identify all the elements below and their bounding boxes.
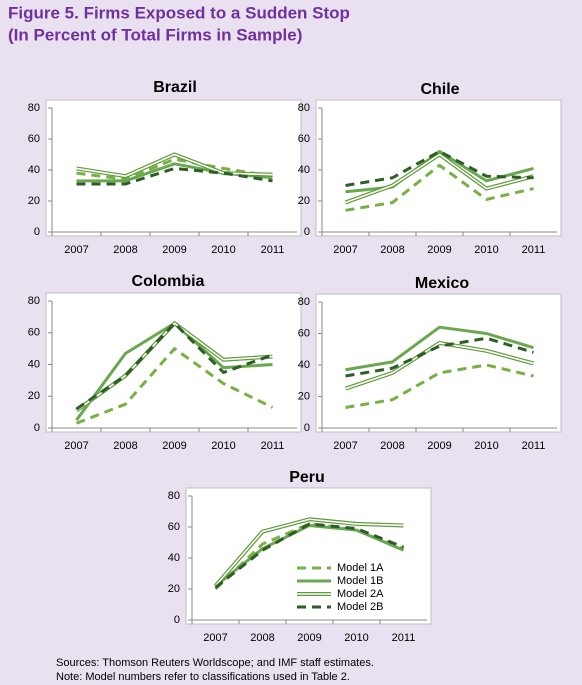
y-tick-label: 80 [28, 295, 40, 307]
y-tick-label: 80 [28, 102, 40, 114]
y-tick-label: 60 [28, 133, 40, 145]
y-tick-label: 20 [28, 390, 40, 402]
y-tick-label: 40 [298, 359, 310, 371]
x-tick-label: 2007 [64, 440, 88, 452]
series-line [75, 347, 274, 425]
y-tick-label: 60 [298, 327, 310, 339]
series-line [76, 166, 273, 186]
y-tick-label: 0 [304, 226, 310, 238]
x-tick-label: 2011 [522, 244, 546, 256]
x-tick-label: 2008 [250, 632, 274, 644]
figure-subtitle: (In Percent of Total Firms in Sample) [8, 25, 302, 44]
x-tick-label: 2010 [211, 244, 235, 256]
x-tick-label: 2011 [392, 632, 416, 644]
plot-area [45, 292, 302, 433]
x-tick-label: 2010 [474, 244, 498, 256]
x-tick-label: 2010 [344, 632, 368, 644]
series-line [76, 157, 273, 181]
x-tick-label: 2008 [113, 440, 137, 452]
series-line [345, 325, 534, 372]
y-tick-label: 0 [34, 422, 40, 434]
x-tick-label: 2009 [162, 440, 186, 452]
y-tick-label: 80 [298, 296, 310, 308]
series-line [345, 336, 534, 378]
y-tick-label: 80 [168, 490, 180, 502]
x-tick-label: 2011 [522, 440, 546, 452]
x-tick-label: 2007 [203, 632, 227, 644]
x-tick-label: 2007 [333, 440, 357, 452]
legend-label: Model 2B [337, 601, 383, 613]
y-tick-label: 20 [28, 195, 40, 207]
series-line [75, 321, 274, 411]
chart-title: Brazil [153, 79, 197, 96]
y-tick-label: 40 [28, 358, 40, 370]
legend-label: Model 2A [337, 588, 384, 600]
y-tick-label: 20 [298, 195, 310, 207]
x-tick-label: 2007 [333, 244, 357, 256]
chart-title: Mexico [415, 275, 469, 292]
series-line-inner [76, 322, 273, 412]
plot-area [45, 99, 302, 237]
legend-label: Model 1B [337, 575, 383, 587]
y-tick-label: 0 [174, 614, 180, 626]
chart-title: Chile [420, 81, 459, 98]
y-tick-label: 20 [298, 390, 310, 402]
series-line-inner [76, 153, 273, 177]
x-tick-label: 2008 [380, 440, 404, 452]
plot-area [185, 487, 432, 625]
plot-area [315, 293, 562, 433]
x-tick-label: 2010 [211, 440, 235, 452]
x-tick-label: 2009 [297, 632, 321, 644]
y-tick-label: 60 [168, 521, 180, 533]
x-tick-label: 2008 [113, 244, 137, 256]
figure-title: Figure 5. Firms Exposed to a Sudden Stop [8, 3, 350, 22]
y-tick-label: 40 [168, 552, 180, 564]
x-tick-label: 2009 [427, 440, 451, 452]
y-tick-label: 80 [298, 102, 310, 114]
x-tick-label: 2011 [261, 440, 285, 452]
table-note: Note: Model numbers refer to classificat… [56, 671, 350, 683]
y-tick-label: 0 [34, 226, 40, 238]
series-line [345, 163, 534, 212]
x-tick-label: 2010 [474, 440, 498, 452]
x-tick-label: 2009 [427, 244, 451, 256]
x-tick-label: 2011 [261, 244, 285, 256]
y-tick-label: 40 [28, 164, 40, 176]
series-line-inner [345, 342, 534, 390]
y-tick-label: 60 [298, 133, 310, 145]
y-tick-label: 20 [168, 583, 180, 595]
series-line-inner [345, 153, 534, 204]
y-tick-label: 40 [298, 164, 310, 176]
source-note: Sources: Thomson Reuters Worldscope; and… [56, 657, 374, 669]
series-line [345, 149, 534, 187]
x-tick-label: 2008 [380, 244, 404, 256]
series-line [214, 522, 405, 589]
y-tick-label: 0 [304, 422, 310, 434]
x-tick-label: 2007 [64, 244, 88, 256]
chart-title: Peru [289, 469, 325, 486]
series-line [345, 363, 534, 410]
series-line-inner [214, 518, 404, 587]
legend-label: Model 1A [337, 562, 384, 574]
y-tick-label: 60 [28, 327, 40, 339]
chart-title: Colombia [132, 273, 205, 290]
x-tick-label: 2009 [162, 244, 186, 256]
